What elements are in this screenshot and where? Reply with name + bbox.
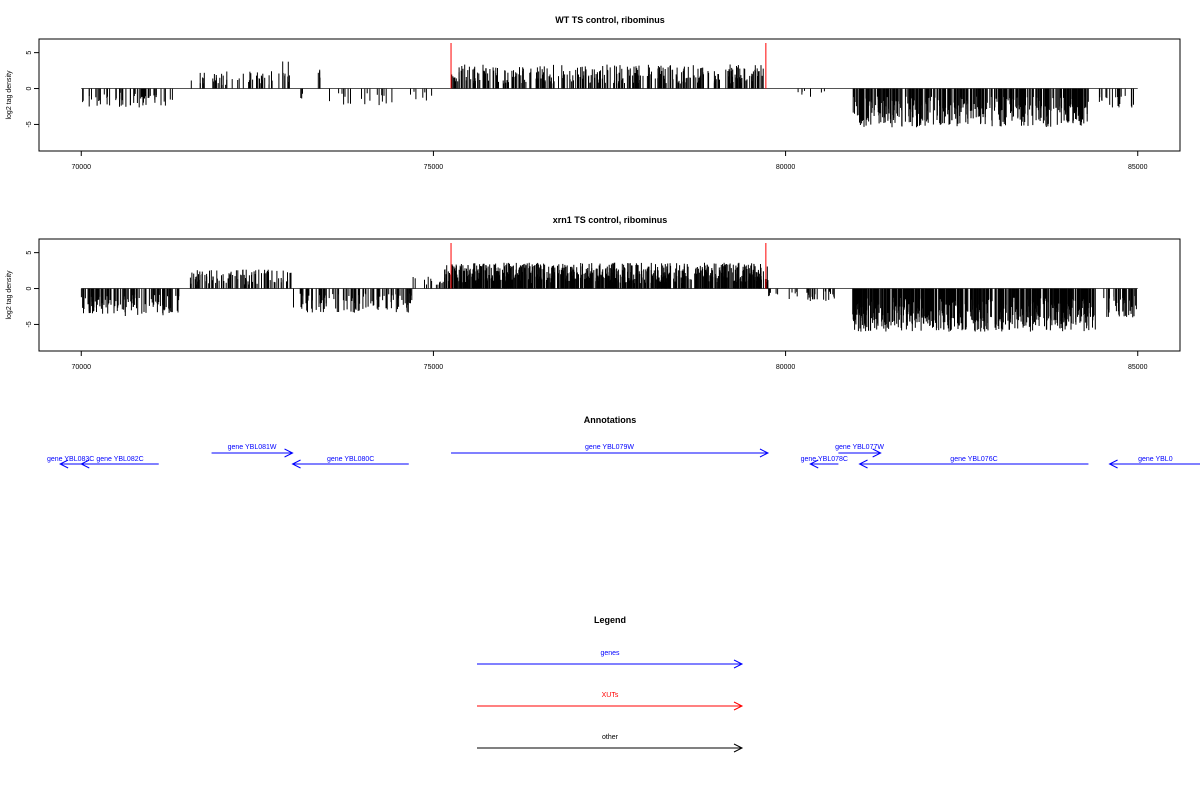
arrow-head [733, 701, 744, 711]
x-tick-label: 70000 [72, 364, 92, 371]
x-tick-label: 75000 [424, 364, 444, 371]
x-tick-label: 85000 [1128, 364, 1148, 371]
arrow-head [733, 743, 744, 753]
x-tick-label: 75000 [424, 164, 444, 171]
annotations-title: Annotations [584, 415, 637, 425]
legend-item: other [477, 734, 744, 753]
plot-frame [38, 238, 1181, 352]
legend-title: Legend [594, 615, 626, 625]
x-tick-label: 85000 [1128, 164, 1148, 171]
x-tick-label: 70000 [72, 164, 92, 171]
y-tick-label: 5 [26, 251, 33, 255]
coverage-bars [80, 262, 1137, 332]
y-tick-label: -5 [26, 321, 33, 327]
arrow-head [284, 448, 294, 458]
x-tick-label: 80000 [776, 364, 796, 371]
gene-label: gene YBL080C [327, 456, 374, 463]
arrow-head [759, 448, 770, 458]
gene-label: gene YBL082C [96, 456, 143, 463]
gene-arrow: gene YBL076C [858, 456, 1089, 469]
y-axis-label: log2 tag density [6, 70, 13, 120]
y-tick-label: -5 [26, 121, 33, 127]
gene-label: gene YBL079W [585, 444, 634, 451]
gene-label: gene YBL077W [835, 444, 884, 451]
wt-coverage-panel: WT TS control, ribominus log2 tag densit… [6, 15, 1181, 171]
gene-arrow: gene YBL082C [80, 456, 159, 469]
gene-label: gene YBL083C [47, 456, 94, 463]
arrow-head [80, 459, 90, 469]
gene-arrow: gene YBL081W [211, 444, 294, 458]
gene-label: gene YBL081W [228, 444, 277, 451]
gene-arrow: gene YBL083C [47, 456, 94, 469]
gene-arrow: gene YBL079W [451, 444, 770, 458]
arrow-head [872, 448, 882, 458]
legend-label: other [602, 734, 619, 741]
plot-frame [38, 38, 1181, 152]
arrow-head [858, 459, 868, 469]
arrow-head [59, 459, 69, 469]
annotations-track: Annotations gene YBL083C gene YBL082C gene… [47, 415, 1200, 469]
gene-arrow: gene YBL077W [835, 444, 884, 458]
gene-arrow: gene YBL0 [1108, 456, 1200, 469]
arrow-head [809, 459, 819, 469]
xrn1-coverage-panel: xrn1 TS control, ribominus log2 tag dens… [6, 215, 1181, 371]
arrow-head [1108, 459, 1118, 469]
gene-label: gene YBL0 [1138, 456, 1173, 463]
gene-label: gene YBL076C [950, 456, 997, 463]
y-tick-label: 0 [26, 86, 33, 90]
gene-arrow: gene YBL080C [291, 456, 409, 469]
panel-title: WT TS control, ribominus [555, 15, 665, 25]
legend-item: genes [477, 650, 744, 669]
gene-arrow: gene YBL078C [801, 456, 848, 469]
panel-title: xrn1 TS control, ribominus [553, 215, 668, 225]
arrow-head [291, 459, 301, 469]
x-tick-label: 80000 [776, 164, 796, 171]
legend-label: genes [600, 650, 620, 657]
coverage-bars [82, 61, 1134, 128]
y-tick-label: 5 [26, 51, 33, 55]
legend-label: XUTs [602, 692, 619, 699]
y-axis-label: log2 tag density [6, 270, 13, 320]
y-tick-label: 0 [26, 286, 33, 290]
legend-item: XUTs [477, 692, 744, 711]
arrow-head [733, 659, 744, 669]
gene-label: gene YBL078C [801, 456, 848, 463]
legend: Legend genes XUTs other [477, 615, 744, 753]
